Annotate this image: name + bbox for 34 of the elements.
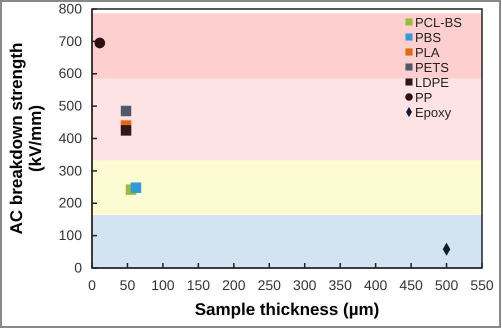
x-tick-label: 100 (151, 276, 175, 293)
x-tick-label: 0 (88, 276, 96, 293)
point (120, 106, 132, 116)
x-tick-label: 250 (258, 276, 282, 293)
y-tick-label: 400 (58, 130, 82, 146)
x-tick-label: 550 (470, 276, 494, 293)
x-tick-label: 300 (293, 276, 317, 293)
y-tick-label: 700 (58, 32, 82, 49)
point (130, 182, 142, 193)
y-tick-label: 600 (58, 65, 82, 82)
legend-label: PBS (415, 30, 442, 45)
legend-label: PCL-BS (415, 15, 462, 30)
x-tick-label: 450 (399, 276, 423, 293)
legend-label: Epoxy (415, 105, 452, 120)
y-axis-title: AC breakdown strength (kV/mm) (7, 42, 45, 234)
y-tick-label: 500 (58, 98, 82, 114)
x-tick-label: 400 (364, 276, 388, 293)
x-tick-label: 350 (328, 276, 352, 293)
legend-label: PLA (415, 45, 440, 60)
y-tick-label: 200 (58, 194, 82, 211)
y-tick-label: 800 (58, 0, 82, 16)
x-tick-label: 150 (186, 276, 210, 293)
legend-label: LDPE (415, 75, 450, 90)
y-tick-label: 100 (58, 227, 82, 244)
y-tick-label: 300 (58, 162, 82, 178)
point (94, 38, 106, 48)
x-axis-title: Sample thickness (µm) (194, 300, 380, 319)
x-tick-label: 200 (222, 276, 246, 293)
x-tick-label: 500 (434, 276, 458, 293)
legend-label: PP (415, 90, 432, 105)
y-tick-label: 0 (74, 259, 82, 276)
point (120, 125, 132, 136)
legend-label: PETS (415, 60, 450, 75)
x-tick-label: 50 (120, 276, 136, 293)
